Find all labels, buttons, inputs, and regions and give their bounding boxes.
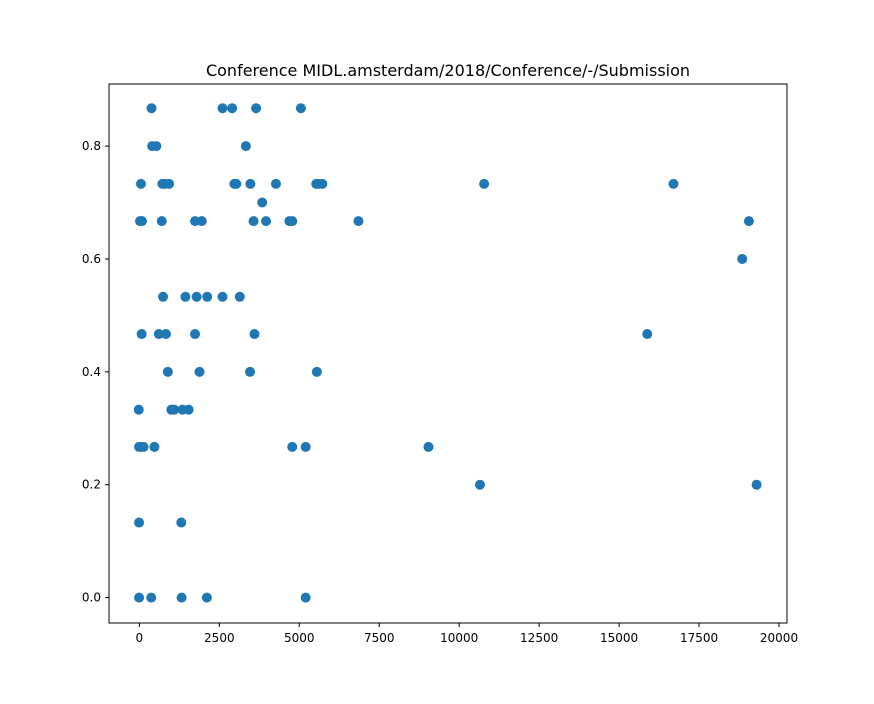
data-point: [234, 291, 245, 302]
x-tick-label: 15000: [600, 631, 638, 645]
x-tick-label: 12500: [520, 631, 558, 645]
data-point: [134, 592, 145, 603]
data-point: [202, 291, 213, 302]
data-point: [300, 441, 311, 452]
x-tick-label: 20000: [760, 631, 798, 645]
data-point: [248, 216, 259, 227]
x-tick-label: 5000: [284, 631, 315, 645]
data-point: [311, 366, 322, 377]
data-point: [149, 441, 160, 452]
data-point: [227, 103, 238, 114]
data-point: [257, 197, 268, 208]
y-tick-label: 0.6: [82, 252, 101, 266]
data-point: [287, 441, 298, 452]
data-point: [176, 517, 187, 528]
x-tick-label: 2500: [204, 631, 235, 645]
chart-title: Conference MIDL.amsterdam/2018/Conferenc…: [206, 61, 690, 80]
data-point: [479, 178, 490, 189]
data-point: [146, 103, 157, 114]
data-point: [162, 366, 173, 377]
data-point: [153, 329, 164, 340]
x-tick-label: 10000: [440, 631, 478, 645]
data-point: [138, 441, 149, 452]
data-point: [245, 178, 256, 189]
data-point: [251, 103, 262, 114]
data-point: [300, 592, 311, 603]
data-point: [158, 291, 169, 302]
y-tick-label: 0.2: [82, 478, 101, 492]
y-tick-label: 0.0: [82, 591, 101, 605]
data-point: [201, 592, 212, 603]
data-point: [180, 291, 191, 302]
x-tick-label: 17500: [680, 631, 718, 645]
data-point: [217, 103, 228, 114]
data-point: [183, 404, 194, 415]
data-point: [151, 141, 162, 152]
data-point: [743, 216, 754, 227]
data-point: [136, 329, 147, 340]
data-point: [134, 517, 145, 528]
data-point: [169, 404, 180, 415]
data-point: [135, 178, 146, 189]
data-point: [751, 479, 762, 490]
data-point: [353, 216, 364, 227]
data-point: [217, 291, 228, 302]
data-point: [423, 441, 434, 452]
x-axis: 0 2500 5000 7500 10000 12500 15000 17500 20000: [136, 623, 798, 645]
y-tick-label: 0.4: [82, 365, 101, 379]
data-point: [194, 366, 205, 377]
data-point: [474, 479, 485, 490]
data-point: [737, 253, 748, 264]
data-point: [240, 141, 251, 152]
data-point: [196, 216, 207, 227]
data-point: [136, 216, 147, 227]
data-point: [287, 216, 298, 227]
data-point: [191, 291, 202, 302]
y-axis: 0.0 0.2 0.4 0.6 0.8: [82, 139, 109, 605]
data-points: [133, 103, 762, 603]
data-point: [146, 592, 157, 603]
x-tick-label: 0: [136, 631, 144, 645]
data-point: [668, 178, 679, 189]
x-tick-label: 7500: [364, 631, 395, 645]
plot-frame: [108, 83, 788, 624]
data-point: [261, 216, 272, 227]
data-point: [231, 178, 242, 189]
data-point: [317, 178, 328, 189]
data-point: [249, 329, 260, 340]
data-point: [295, 103, 306, 114]
data-point: [160, 329, 171, 340]
y-tick-label: 0.8: [82, 139, 101, 153]
data-point: [164, 178, 175, 189]
data-point: [133, 404, 144, 415]
data-point: [270, 178, 281, 189]
data-point: [245, 366, 256, 377]
data-point: [642, 329, 653, 340]
data-point: [190, 329, 201, 340]
data-point: [176, 592, 187, 603]
data-point: [156, 216, 167, 227]
